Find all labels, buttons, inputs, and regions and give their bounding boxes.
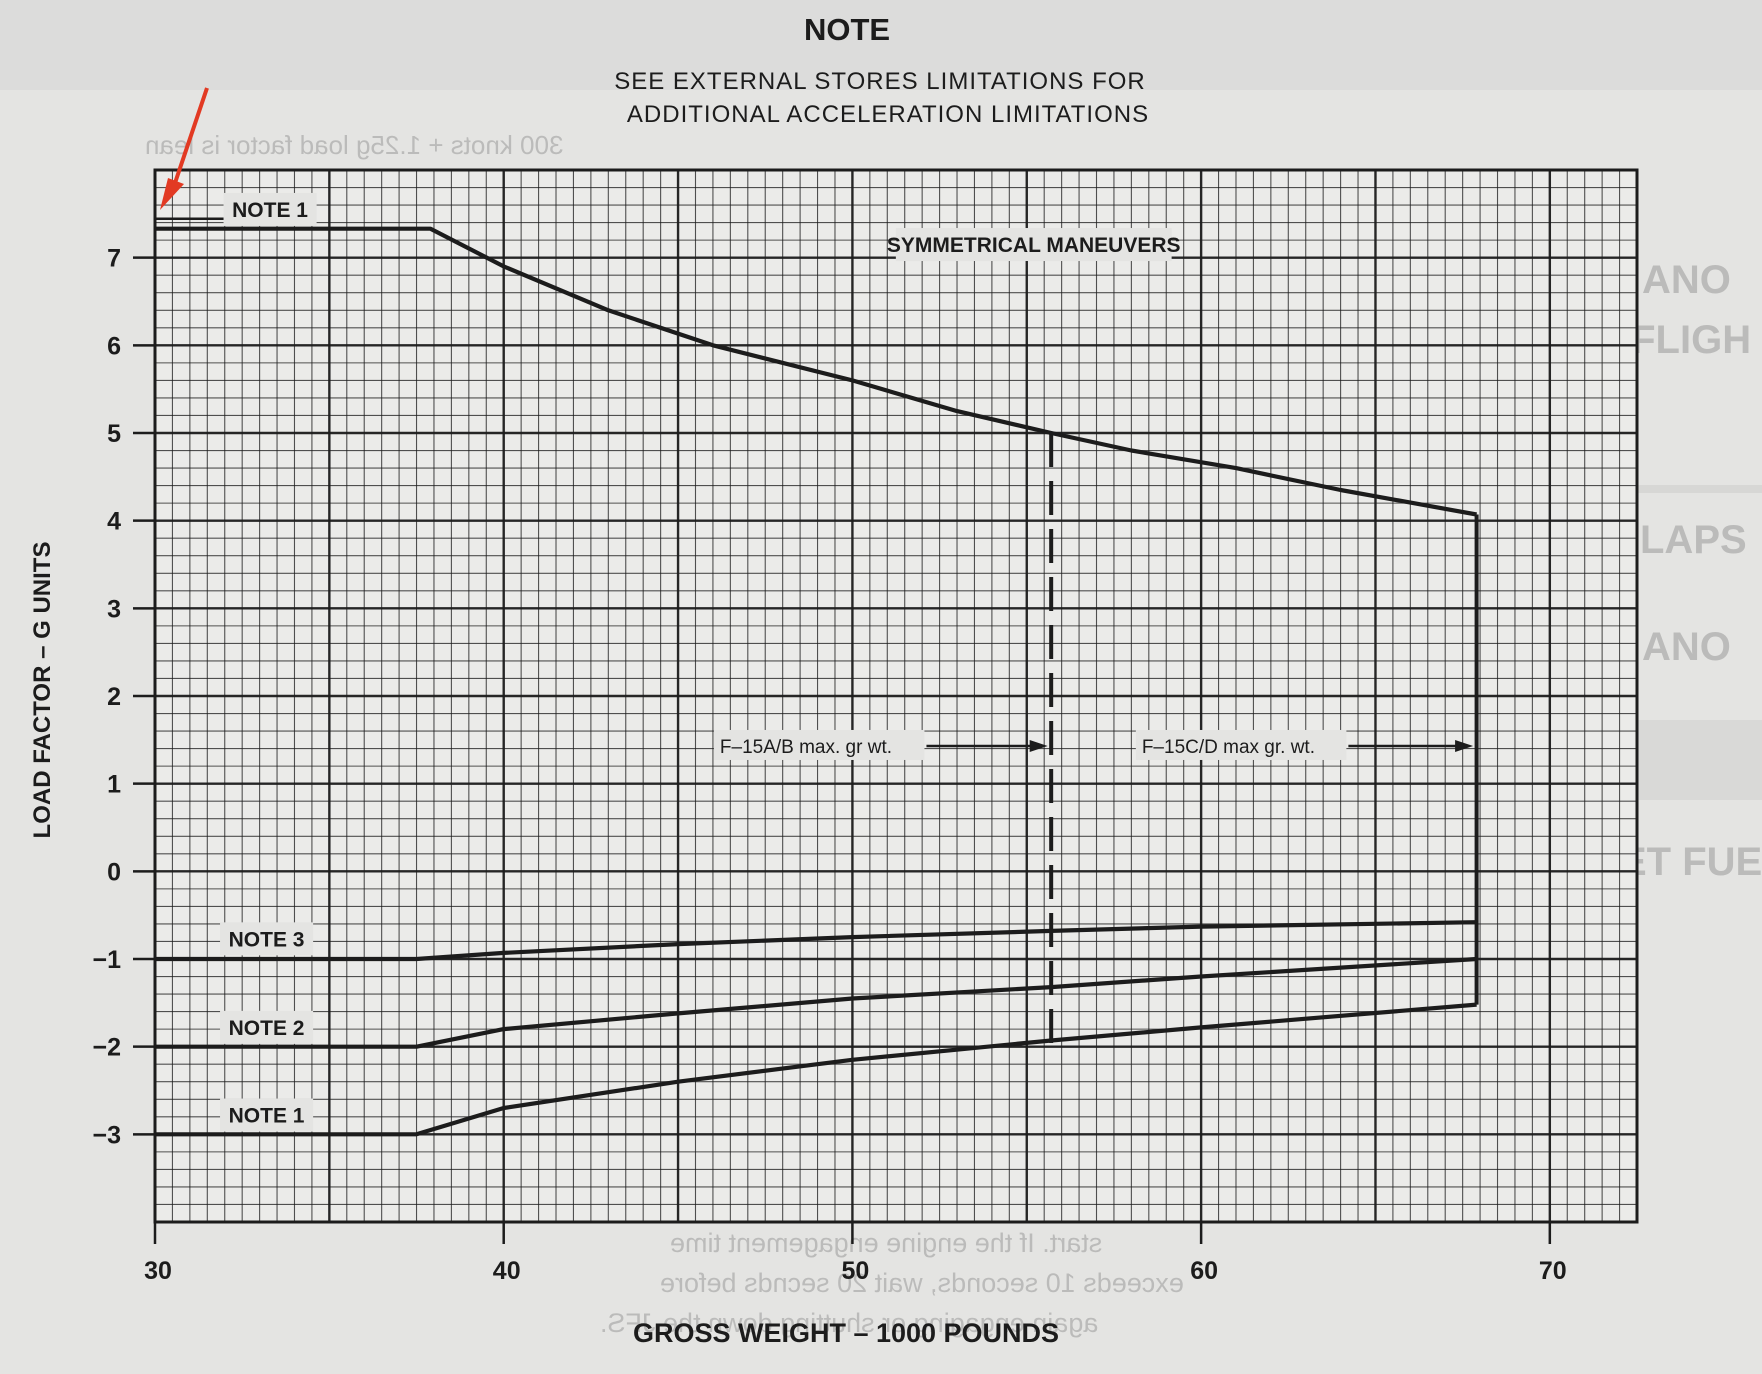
chart-series	[155, 217, 1477, 1137]
y-tick-label: 6	[107, 332, 121, 360]
label-note2: NOTE 2	[229, 1017, 305, 1040]
label-f15ab-max-gross-weight-arrow-head	[1029, 739, 1048, 752]
y-tick-label: 4	[107, 508, 121, 536]
label-note1-top: NOTE 1	[232, 199, 308, 222]
note-title: NOTE	[804, 12, 890, 47]
label-f15cd-max-gross-weight-bg	[1135, 729, 1347, 760]
label-note1-top-bg	[223, 192, 317, 226]
label-note1-bottom-bg	[220, 1098, 314, 1132]
x-tick-label: 40	[493, 1257, 521, 1285]
note-line-2: ADDITIONAL ACCELERATION LIMITATIONS	[627, 101, 1149, 128]
y-tick-label: −2	[92, 1034, 121, 1062]
y-axis-title: LOAD FACTOR – G UNITS	[29, 542, 56, 839]
label-note3: NOTE 3	[229, 928, 305, 951]
ghost-text-4: LAPS	[1640, 518, 1747, 562]
label-f15cd-max-gross-weight-arrow-head	[1455, 739, 1474, 752]
x-axis-title: GROSS WEIGHT – 1000 POUNDS	[633, 1318, 1059, 1348]
label-note3-bg	[220, 922, 314, 956]
series-line	[155, 1002, 1477, 1137]
x-tick-label: 60	[1190, 1257, 1218, 1285]
y-tick-label: −3	[92, 1121, 121, 1149]
y-tick-label: 0	[107, 858, 121, 886]
chart-labels: NOTE 1 SYMMETRICAL MANEUVERS NOTE 3 NOTE 2 N…	[220, 192, 1474, 1132]
y-tick-label: 7	[107, 245, 121, 273]
label-f15cd-max-gross-weight: F–15C/D max gr. wt.	[1142, 737, 1315, 758]
ghost-band-top	[0, 0, 1762, 90]
note-line-1: SEE EXTERNAL STORES LIMITATIONS FOR	[614, 68, 1146, 95]
label-symmetrical-maneuvers: SYMMETRICAL MANEUVERS	[887, 234, 1181, 257]
label-f15ab-max-gross-weight-bg	[713, 729, 925, 760]
x-tick-label: 50	[842, 1257, 870, 1285]
label-note1-bottom: NOTE 1	[229, 1105, 305, 1128]
y-tick-label: 2	[107, 683, 121, 711]
y-tick-label: −1	[92, 946, 121, 974]
y-tick-label: 3	[107, 595, 121, 623]
label-f15ab-max-gross-weight: F–15A/B max. gr wt.	[720, 737, 892, 758]
y-tick-label: 1	[107, 771, 121, 799]
label-symmetrical-maneuvers-bg	[895, 228, 1172, 262]
series-line	[155, 956, 1477, 1049]
x-tick-label: 30	[144, 1257, 172, 1285]
ghost-text-5: ANO	[1642, 625, 1731, 669]
y-tick-label: 5	[107, 420, 121, 448]
series-line	[155, 226, 1477, 517]
series-line	[155, 920, 1477, 962]
x-tick-label: 70	[1539, 1257, 1567, 1285]
annotation-arrow	[160, 87, 209, 210]
ghost-text-2: ANO	[1642, 258, 1731, 302]
label-note2-bg	[220, 1010, 314, 1044]
chart-ticks: 7 6 5 4 3 2 1 0 −1 −2 −3 30 40 50 60 70	[92, 245, 1566, 1285]
ghost-text-6: ET FUE	[1620, 840, 1762, 884]
chart-grid	[153, 168, 1639, 1224]
